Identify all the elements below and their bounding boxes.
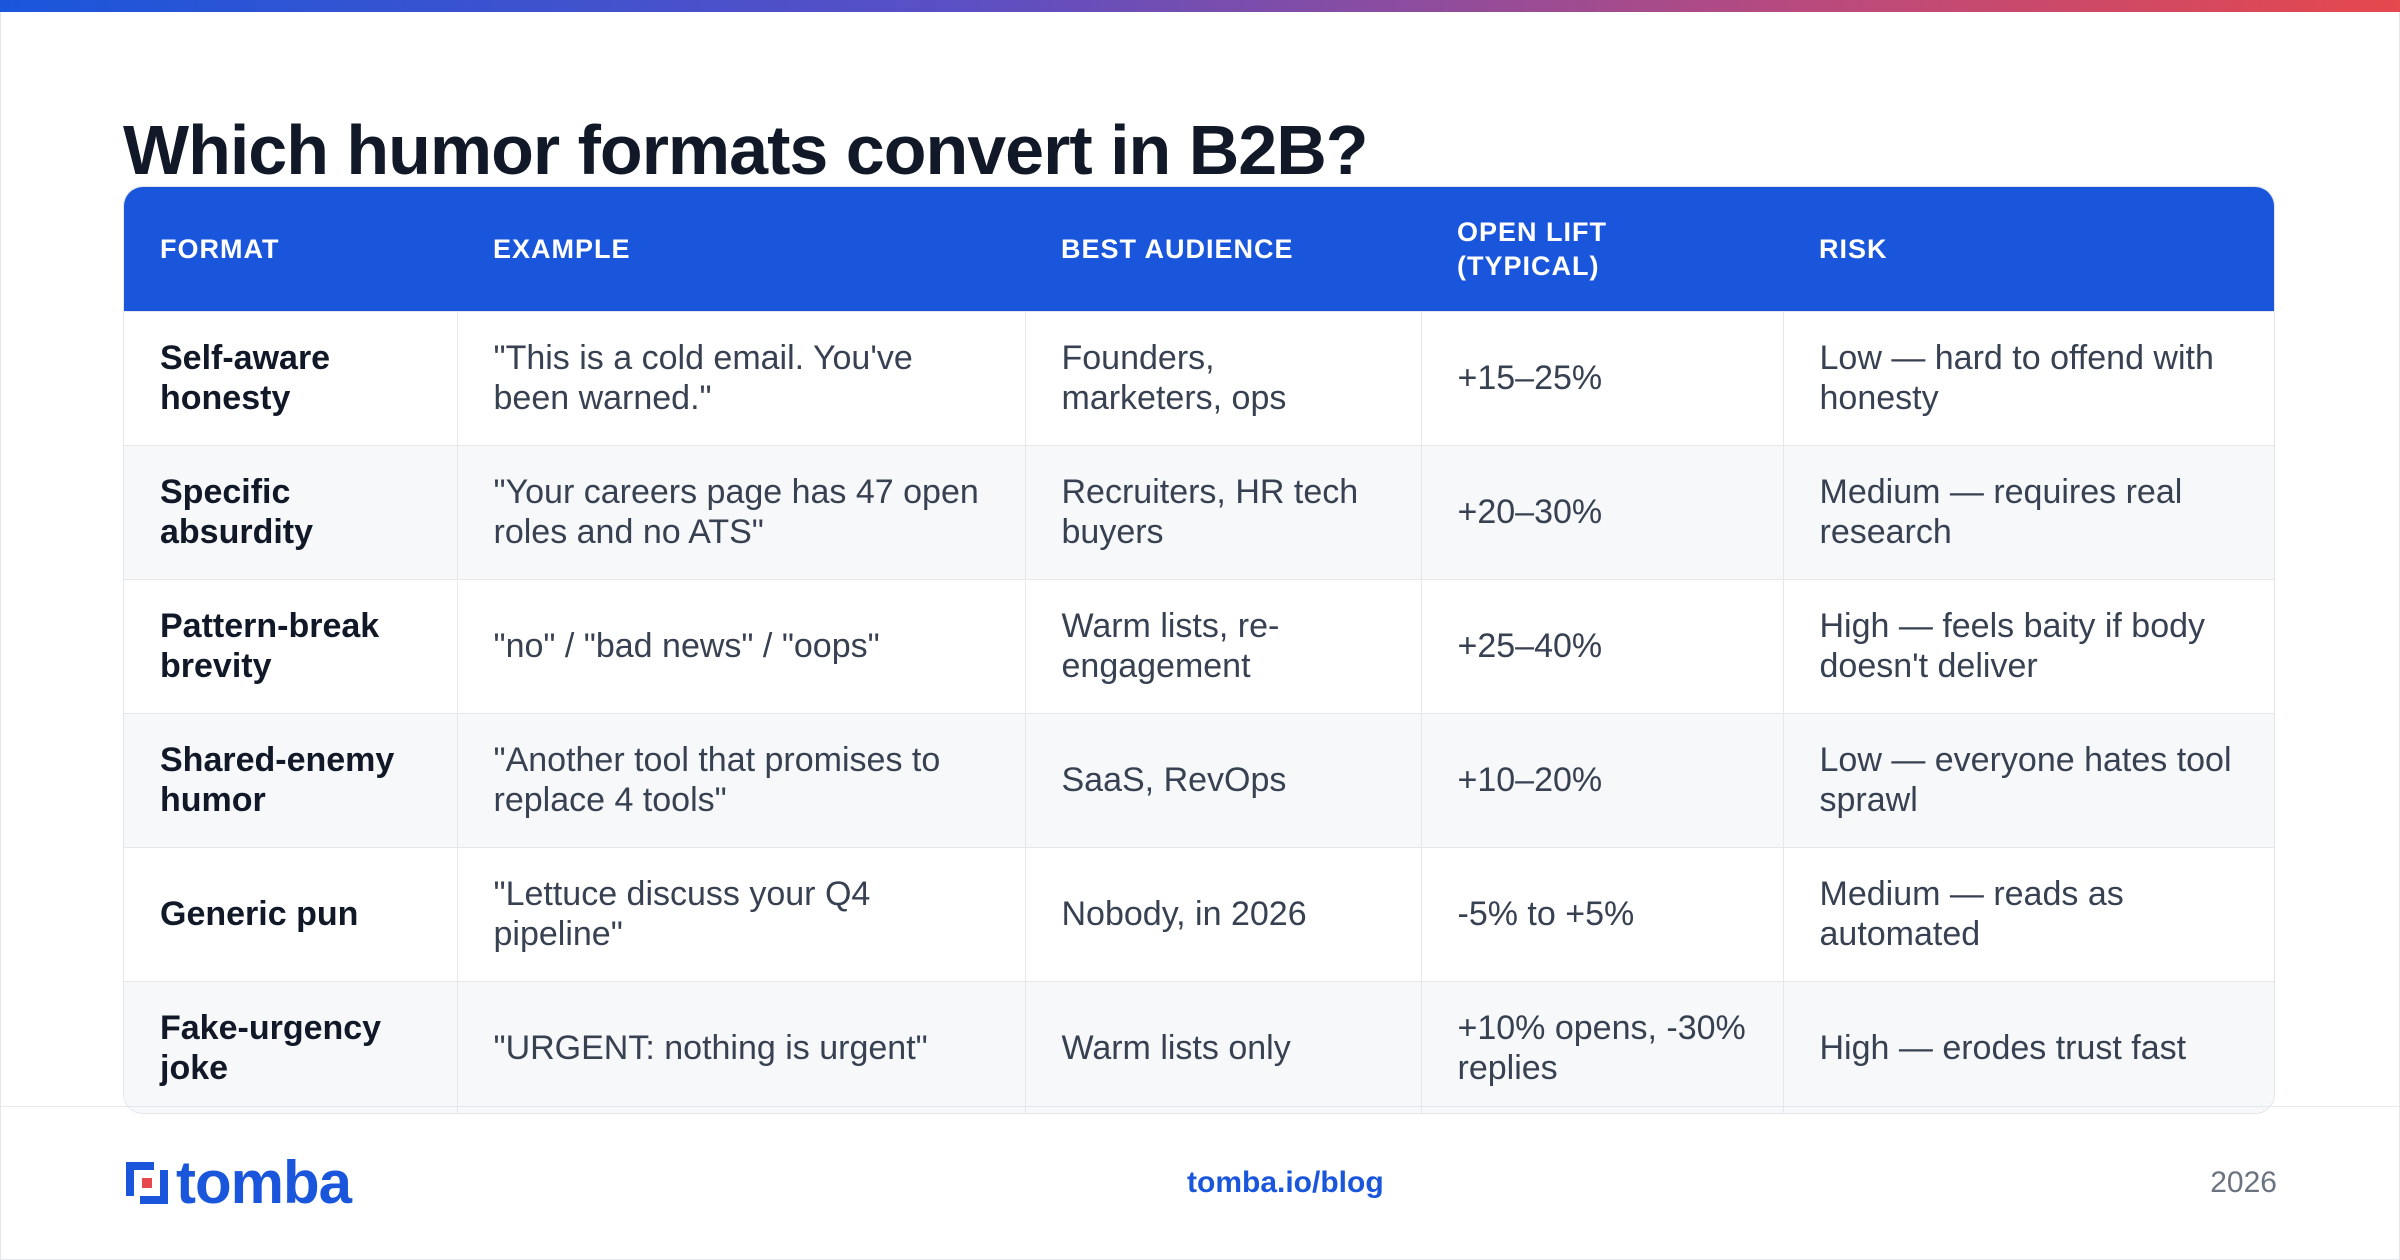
cell-example: "no" / "bad news" / "oops"	[457, 578, 1026, 713]
cell-format: Pattern-break brevity	[124, 578, 458, 713]
cell-risk: High — feels baity if body doesn't deliv…	[1783, 578, 2274, 713]
cell-format: Specific absurdity	[124, 444, 458, 579]
tomba-logo-icon	[126, 1162, 168, 1204]
header-risk: RISK	[1819, 233, 1888, 264]
table-row: Generic pun "Lettuce discuss your Q4 pip…	[124, 846, 2274, 981]
cell-open-lift: +10% opens, -30% replies	[1421, 980, 1784, 1113]
cell-example: "Another tool that promises to replace 4…	[457, 712, 1026, 847]
cell-open-lift: +10–20%	[1421, 712, 1784, 847]
logo-wordmark: tomba	[176, 1149, 352, 1216]
cell-risk: Medium — requires real research	[1783, 444, 2274, 579]
cell-example: "Lettuce discuss your Q4 pipeline"	[457, 846, 1026, 981]
cell-example: "This is a cold email. You've been warne…	[457, 310, 1026, 445]
table-row: Self-aware honesty "This is a cold email…	[124, 310, 2274, 445]
table-row: Specific absurdity "Your careers page ha…	[124, 444, 2274, 579]
table-header-row: FORMAT EXAMPLE BEST AUDIENCE OPEN LIFT (…	[124, 187, 2274, 311]
cell-format: Fake-urgency joke	[124, 980, 458, 1113]
table-row: Shared-enemy humor "Another tool that pr…	[124, 712, 2274, 847]
footer-divider	[0, 1106, 2400, 1107]
cell-audience: Warm lists, re-engagement	[1025, 578, 1422, 713]
cell-risk: High — erodes trust fast	[1783, 980, 2274, 1113]
footer-blog-link[interactable]: tomba.io/blog	[1187, 1166, 1384, 1199]
cell-audience: Warm lists only	[1025, 980, 1422, 1113]
tomba-logo[interactable]: tomba	[122, 1149, 352, 1216]
table-row: Pattern-break brevity "no" / "bad news" …	[124, 578, 2274, 713]
cell-open-lift: +25–40%	[1421, 578, 1784, 713]
cell-example: "Your careers page has 47 open roles and…	[457, 444, 1026, 579]
cell-audience: SaaS, RevOps	[1025, 712, 1422, 847]
header-best-audience: BEST AUDIENCE	[1061, 233, 1294, 264]
top-gradient-bar	[0, 0, 2400, 12]
cell-open-lift: +20–30%	[1421, 444, 1784, 579]
cell-open-lift: +15–25%	[1421, 310, 1784, 445]
cell-format: Generic pun	[124, 846, 458, 981]
header-open-lift: OPEN LIFT (TYPICAL)	[1457, 216, 1607, 281]
cell-format: Self-aware honesty	[124, 310, 458, 445]
cell-example: "URGENT: nothing is urgent"	[457, 980, 1026, 1113]
cell-audience: Recruiters, HR tech buyers	[1025, 444, 1422, 579]
cell-audience: Nobody, in 2026	[1025, 846, 1422, 981]
cell-risk: Low — hard to offend with honesty	[1783, 310, 2274, 445]
humor-formats-table: FORMAT EXAMPLE BEST AUDIENCE OPEN LIFT (…	[123, 186, 2275, 1114]
footer-year: 2026	[2210, 1166, 2277, 1199]
cell-audience: Founders, marketers, ops	[1025, 310, 1422, 445]
cell-open-lift: -5% to +5%	[1421, 846, 1784, 981]
cell-risk: Medium — reads as automated	[1783, 846, 2274, 981]
page-title: Which humor formats convert in B2B?	[123, 111, 1369, 189]
cell-risk: Low — everyone hates tool sprawl	[1783, 712, 2274, 847]
cell-format: Shared-enemy humor	[124, 712, 458, 847]
table-row: Fake-urgency joke "URGENT: nothing is ur…	[124, 980, 2274, 1113]
header-example: EXAMPLE	[493, 233, 631, 264]
header-format: FORMAT	[160, 233, 280, 264]
